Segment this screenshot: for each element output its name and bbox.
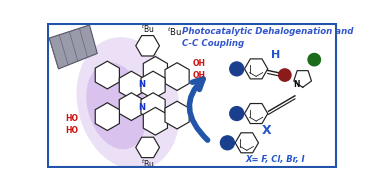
Polygon shape	[165, 101, 189, 129]
Text: H: H	[271, 50, 280, 60]
Ellipse shape	[86, 62, 147, 149]
Text: N: N	[293, 80, 300, 89]
Text: HO: HO	[65, 114, 78, 123]
Text: N: N	[139, 103, 146, 112]
Text: X= F, Cl, Br, I: X= F, Cl, Br, I	[246, 155, 305, 164]
Text: Photocatalytic Dehalogenation and: Photocatalytic Dehalogenation and	[183, 27, 354, 36]
Polygon shape	[244, 59, 268, 79]
Text: X: X	[261, 124, 271, 137]
Text: $^{t}$Bu: $^{t}$Bu	[141, 157, 154, 170]
Polygon shape	[141, 93, 165, 120]
Polygon shape	[143, 57, 168, 84]
Ellipse shape	[76, 37, 180, 170]
Polygon shape	[141, 71, 165, 99]
Polygon shape	[143, 107, 168, 135]
Polygon shape	[119, 93, 143, 120]
Text: $^{t}$Bu: $^{t}$Bu	[141, 23, 154, 35]
Polygon shape	[165, 63, 189, 91]
Polygon shape	[235, 133, 258, 153]
Polygon shape	[49, 25, 97, 69]
Circle shape	[279, 69, 291, 81]
Polygon shape	[136, 137, 159, 158]
Text: C-C Coupling: C-C Coupling	[183, 39, 244, 48]
Circle shape	[308, 53, 321, 66]
Text: N: N	[139, 80, 146, 89]
Polygon shape	[95, 103, 119, 130]
Polygon shape	[136, 36, 159, 56]
FancyArrowPatch shape	[189, 79, 208, 140]
Circle shape	[230, 107, 244, 120]
Circle shape	[220, 136, 234, 150]
Text: $^{t}$Bu: $^{t}$Bu	[167, 26, 182, 38]
Circle shape	[230, 62, 244, 76]
Polygon shape	[95, 61, 119, 89]
Text: HO: HO	[65, 126, 78, 135]
Text: OH: OH	[193, 59, 206, 68]
Polygon shape	[244, 104, 268, 124]
Polygon shape	[119, 71, 143, 99]
Text: OH: OH	[193, 70, 206, 80]
